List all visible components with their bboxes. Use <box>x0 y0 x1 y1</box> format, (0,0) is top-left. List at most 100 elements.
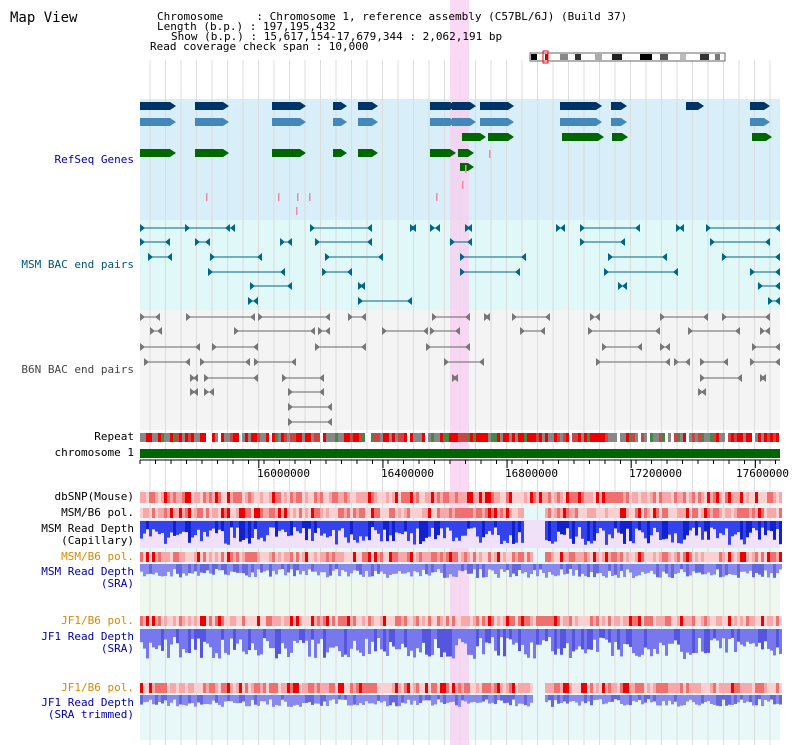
read-depth-bar <box>710 695 713 705</box>
read-depth-bar <box>368 521 371 541</box>
polymorphism-cell <box>320 616 323 626</box>
read-depth-bar <box>566 629 569 644</box>
read-depth-bar <box>557 629 560 649</box>
read-depth-bar <box>161 695 164 704</box>
polymorphism-cell <box>359 552 362 562</box>
polymorphism-cell <box>740 492 743 503</box>
repeat-segment <box>482 433 485 442</box>
polymorphism-cell <box>287 508 290 518</box>
polymorphism-cell <box>338 492 341 503</box>
read-depth-bar <box>467 629 470 655</box>
repeat-segment <box>518 433 521 442</box>
read-depth-bar <box>746 521 749 538</box>
track-label-msm-sra-2[interactable]: (SRA) <box>100 577 134 590</box>
repeat-segment <box>599 433 602 442</box>
polymorphism-cell <box>374 616 377 626</box>
polymorphism-cell <box>311 552 314 562</box>
polymorphism-cell <box>320 683 323 693</box>
track-label-b6n-bac[interactable]: B6N BAC end pairs <box>21 363 134 376</box>
polymorphism-cell <box>332 683 335 693</box>
polymorphism-cell <box>551 616 554 626</box>
polymorphism-cell <box>671 616 674 626</box>
bac-end-marker <box>590 313 595 321</box>
polymorphism-cell <box>263 683 266 693</box>
read-depth-bar <box>575 564 578 570</box>
repeat-segment <box>269 433 272 442</box>
polymorphism-cell <box>173 508 176 518</box>
read-depth-bar <box>473 521 476 528</box>
read-depth-bar <box>194 629 197 650</box>
polymorphism-cell <box>398 508 401 518</box>
bac-end-marker <box>775 253 780 261</box>
read-depth-bar <box>530 564 533 575</box>
polymorphism-cell <box>476 552 479 562</box>
read-depth-bar <box>764 695 767 700</box>
read-depth-bar <box>494 629 497 651</box>
polymorphism-cell <box>515 508 518 518</box>
polymorphism-cell <box>554 683 557 693</box>
polymorphism-cell <box>737 616 740 626</box>
repeat-segment <box>737 433 740 442</box>
polymorphism-cell <box>173 552 176 562</box>
polymorphism-cell <box>233 616 236 626</box>
read-depth-bar <box>572 629 575 652</box>
polymorphism-cell <box>599 616 602 626</box>
track-label-jf1-trim-1[interactable]: JF1 Read Depth <box>41 696 134 709</box>
polymorphism-cell <box>611 683 614 693</box>
read-depth-bar <box>686 521 689 536</box>
bac-end-marker <box>750 358 755 366</box>
polymorphism-cell <box>377 492 380 503</box>
read-depth-bar <box>629 564 632 573</box>
bac-end-marker <box>710 238 715 246</box>
polymorphism-cell <box>728 683 731 693</box>
read-depth-bar <box>698 629 701 639</box>
polymorphism-cell <box>335 616 338 626</box>
read-depth-bar <box>416 521 419 529</box>
read-depth-bar <box>395 629 398 650</box>
polymorphism-cell <box>626 492 629 503</box>
polymorphism-cell <box>512 508 515 518</box>
polymorphism-cell <box>167 492 170 503</box>
polymorphism-cell <box>779 683 782 693</box>
read-depth-bar <box>596 695 599 700</box>
read-depth-bar <box>584 629 587 654</box>
track-label-msm-capillary-1: MSM Read Depth <box>41 522 134 535</box>
read-depth-bar <box>179 521 182 534</box>
polymorphism-cell <box>257 683 260 693</box>
polymorphism-cell <box>581 508 584 518</box>
bac-end-marker <box>679 224 684 232</box>
read-depth-bar <box>413 521 416 545</box>
track-label-msm-bac[interactable]: MSM BAC end pairs <box>21 258 134 271</box>
gene-marker <box>296 207 298 215</box>
polymorphism-cell <box>311 683 314 693</box>
repeat-segment <box>728 433 731 442</box>
polymorphism-cell <box>194 552 197 562</box>
polymorphism-cell <box>242 616 245 626</box>
track-label-refseq[interactable]: RefSeq Genes <box>54 153 134 166</box>
polymorphism-cell <box>158 492 161 503</box>
track-label-jf1-trim-2[interactable]: (SRA trimmed) <box>47 708 134 721</box>
page-title: Map View <box>10 10 78 26</box>
polymorphism-cell <box>428 508 431 518</box>
read-depth-bar <box>416 564 419 573</box>
read-depth-bar <box>287 521 290 537</box>
read-depth-bar <box>491 629 494 638</box>
read-depth-bar <box>671 564 674 578</box>
bac-end-marker <box>453 374 458 382</box>
read-depth-bar <box>575 521 578 537</box>
read-depth-bar <box>398 564 401 572</box>
polymorphism-cell <box>143 683 146 693</box>
read-depth-bar <box>638 564 641 576</box>
read-depth-bar <box>569 564 572 570</box>
read-depth-bar <box>632 695 635 701</box>
polymorphism-cell <box>656 683 659 693</box>
read-depth-bar <box>560 521 563 535</box>
polymorphism-cell <box>341 616 344 626</box>
read-depth-bar <box>320 695 323 706</box>
track-label-jf1-sra-1[interactable]: JF1 Read Depth <box>41 630 134 643</box>
read-depth-bar <box>398 695 401 707</box>
track-label-jf1-sra-2[interactable]: (SRA) <box>100 642 134 655</box>
track-label-msm-sra-1[interactable]: MSM Read Depth <box>41 565 134 578</box>
polymorphism-cell <box>665 552 668 562</box>
